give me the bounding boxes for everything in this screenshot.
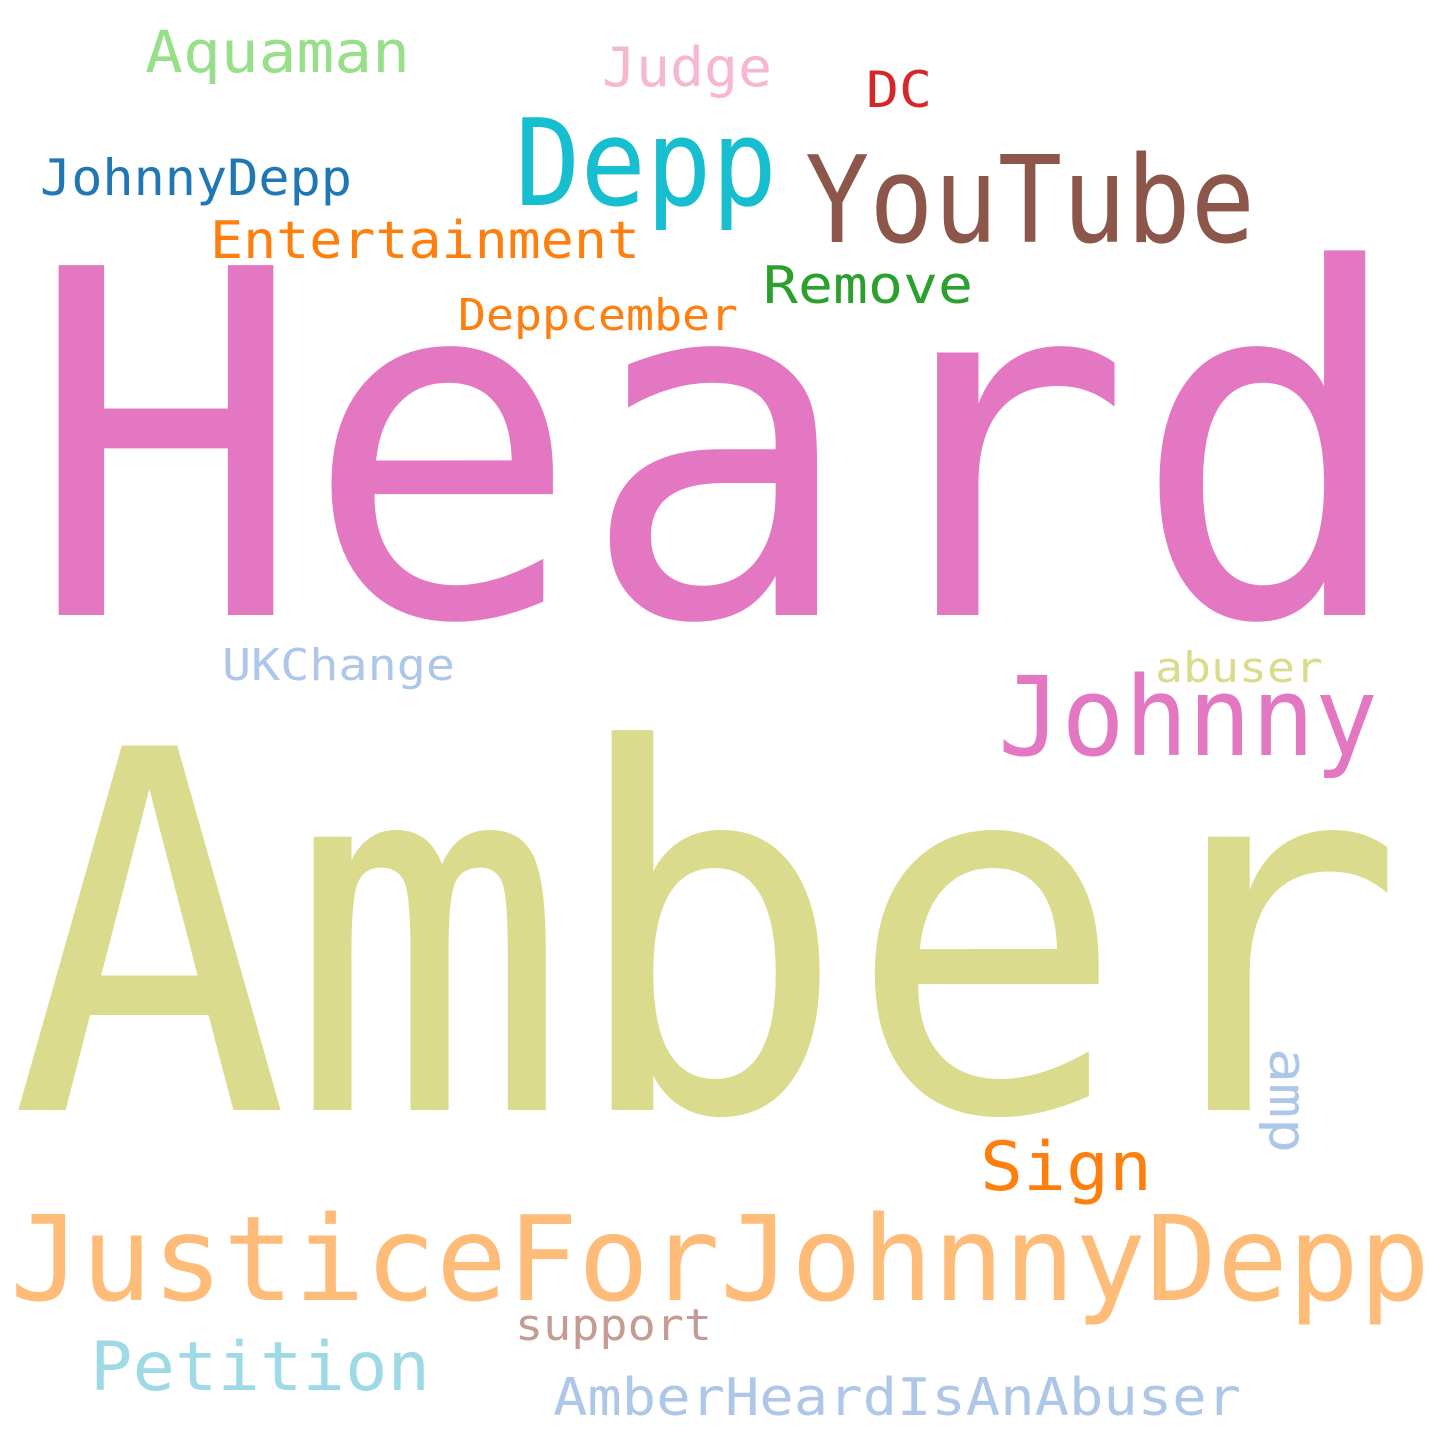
word-youtube: YouTube bbox=[805, 132, 1255, 271]
word-amber: Amber bbox=[10, 646, 1405, 1228]
word-amp: amp bbox=[1257, 1048, 1317, 1153]
word-dc: DC bbox=[866, 61, 932, 119]
word-heard: Heard bbox=[28, 170, 1408, 729]
word-abuser: abuser bbox=[1155, 643, 1323, 692]
word-johnnydepp: JohnnyDepp bbox=[40, 149, 352, 207]
word-ukchange: UKChange bbox=[222, 640, 455, 691]
word-johnny: Johnny bbox=[998, 653, 1378, 781]
word-depp: Depp bbox=[515, 95, 777, 234]
word-remove: Remove bbox=[763, 256, 973, 316]
word-justiceforjohnnydepp: JusticeForJohnnyDepp bbox=[10, 1190, 1430, 1328]
word-support: support bbox=[515, 1300, 712, 1351]
word-aquaman: Aquaman bbox=[145, 18, 410, 86]
word-petition: Petition bbox=[90, 1328, 430, 1407]
word-sign: Sign bbox=[980, 1128, 1152, 1207]
word-deppcember: Deppcember bbox=[458, 290, 738, 341]
word-entertainment: Entertainment bbox=[210, 211, 640, 271]
word-amberheardisanabuser: AmberHeardIsAnAbuser bbox=[553, 1368, 1241, 1428]
word-judge: Judge bbox=[602, 36, 772, 99]
